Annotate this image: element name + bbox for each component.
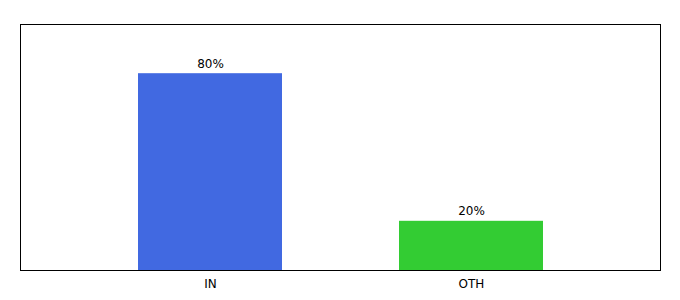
svg-text:IN: IN <box>204 277 217 291</box>
svg-text:20%: 20% <box>458 204 485 218</box>
svg-text:OTH: OTH <box>459 277 485 291</box>
svg-text:80%: 80% <box>197 57 224 71</box>
